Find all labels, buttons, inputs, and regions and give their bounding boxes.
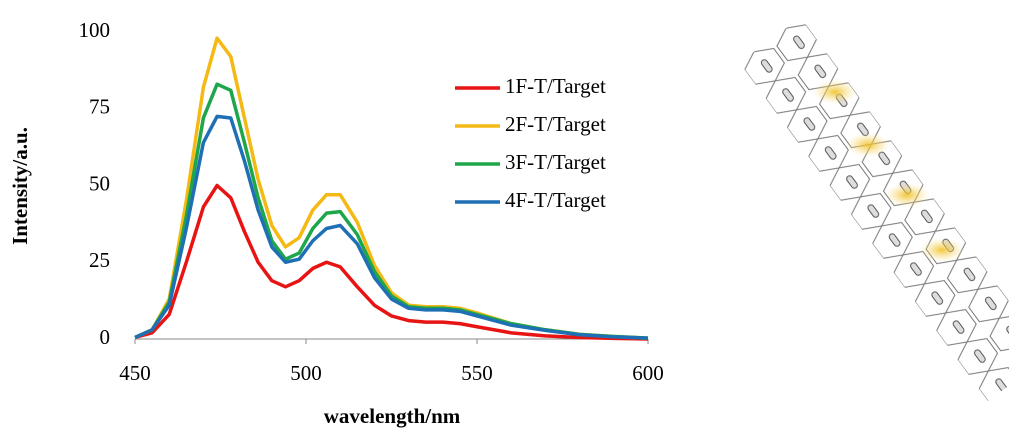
x-tick-label: 600 (632, 361, 664, 385)
dna-illustration (739, 17, 1009, 401)
x-tick-label: 450 (119, 361, 151, 385)
fluorophore (846, 133, 890, 157)
y-tick-label: 0 (100, 325, 111, 349)
x-axis-title: wavelength/nm (324, 404, 461, 428)
line (134, 114, 649, 340)
fluorophore (920, 238, 964, 262)
fluorophore (885, 183, 929, 207)
line (134, 183, 649, 341)
y-axis-title: Intensity/a.u. (8, 127, 32, 245)
x-tick-label: 550 (461, 361, 493, 385)
legend-label: 1F-T/Target (505, 74, 606, 98)
dna-ribbon (739, 17, 1009, 401)
legend-label: 2F-T/Target (505, 112, 606, 136)
y-tick-label: 50 (89, 171, 110, 195)
y-tick-label: 75 (89, 95, 110, 119)
legend-label: 3F-T/Target (505, 150, 606, 174)
fluorophore (813, 80, 857, 104)
legend-label: 4F-T/Target (505, 188, 606, 212)
x-tick-label: 500 (290, 361, 322, 385)
y-tick-label: 25 (89, 248, 110, 272)
y-tick-label: 100 (79, 18, 111, 42)
